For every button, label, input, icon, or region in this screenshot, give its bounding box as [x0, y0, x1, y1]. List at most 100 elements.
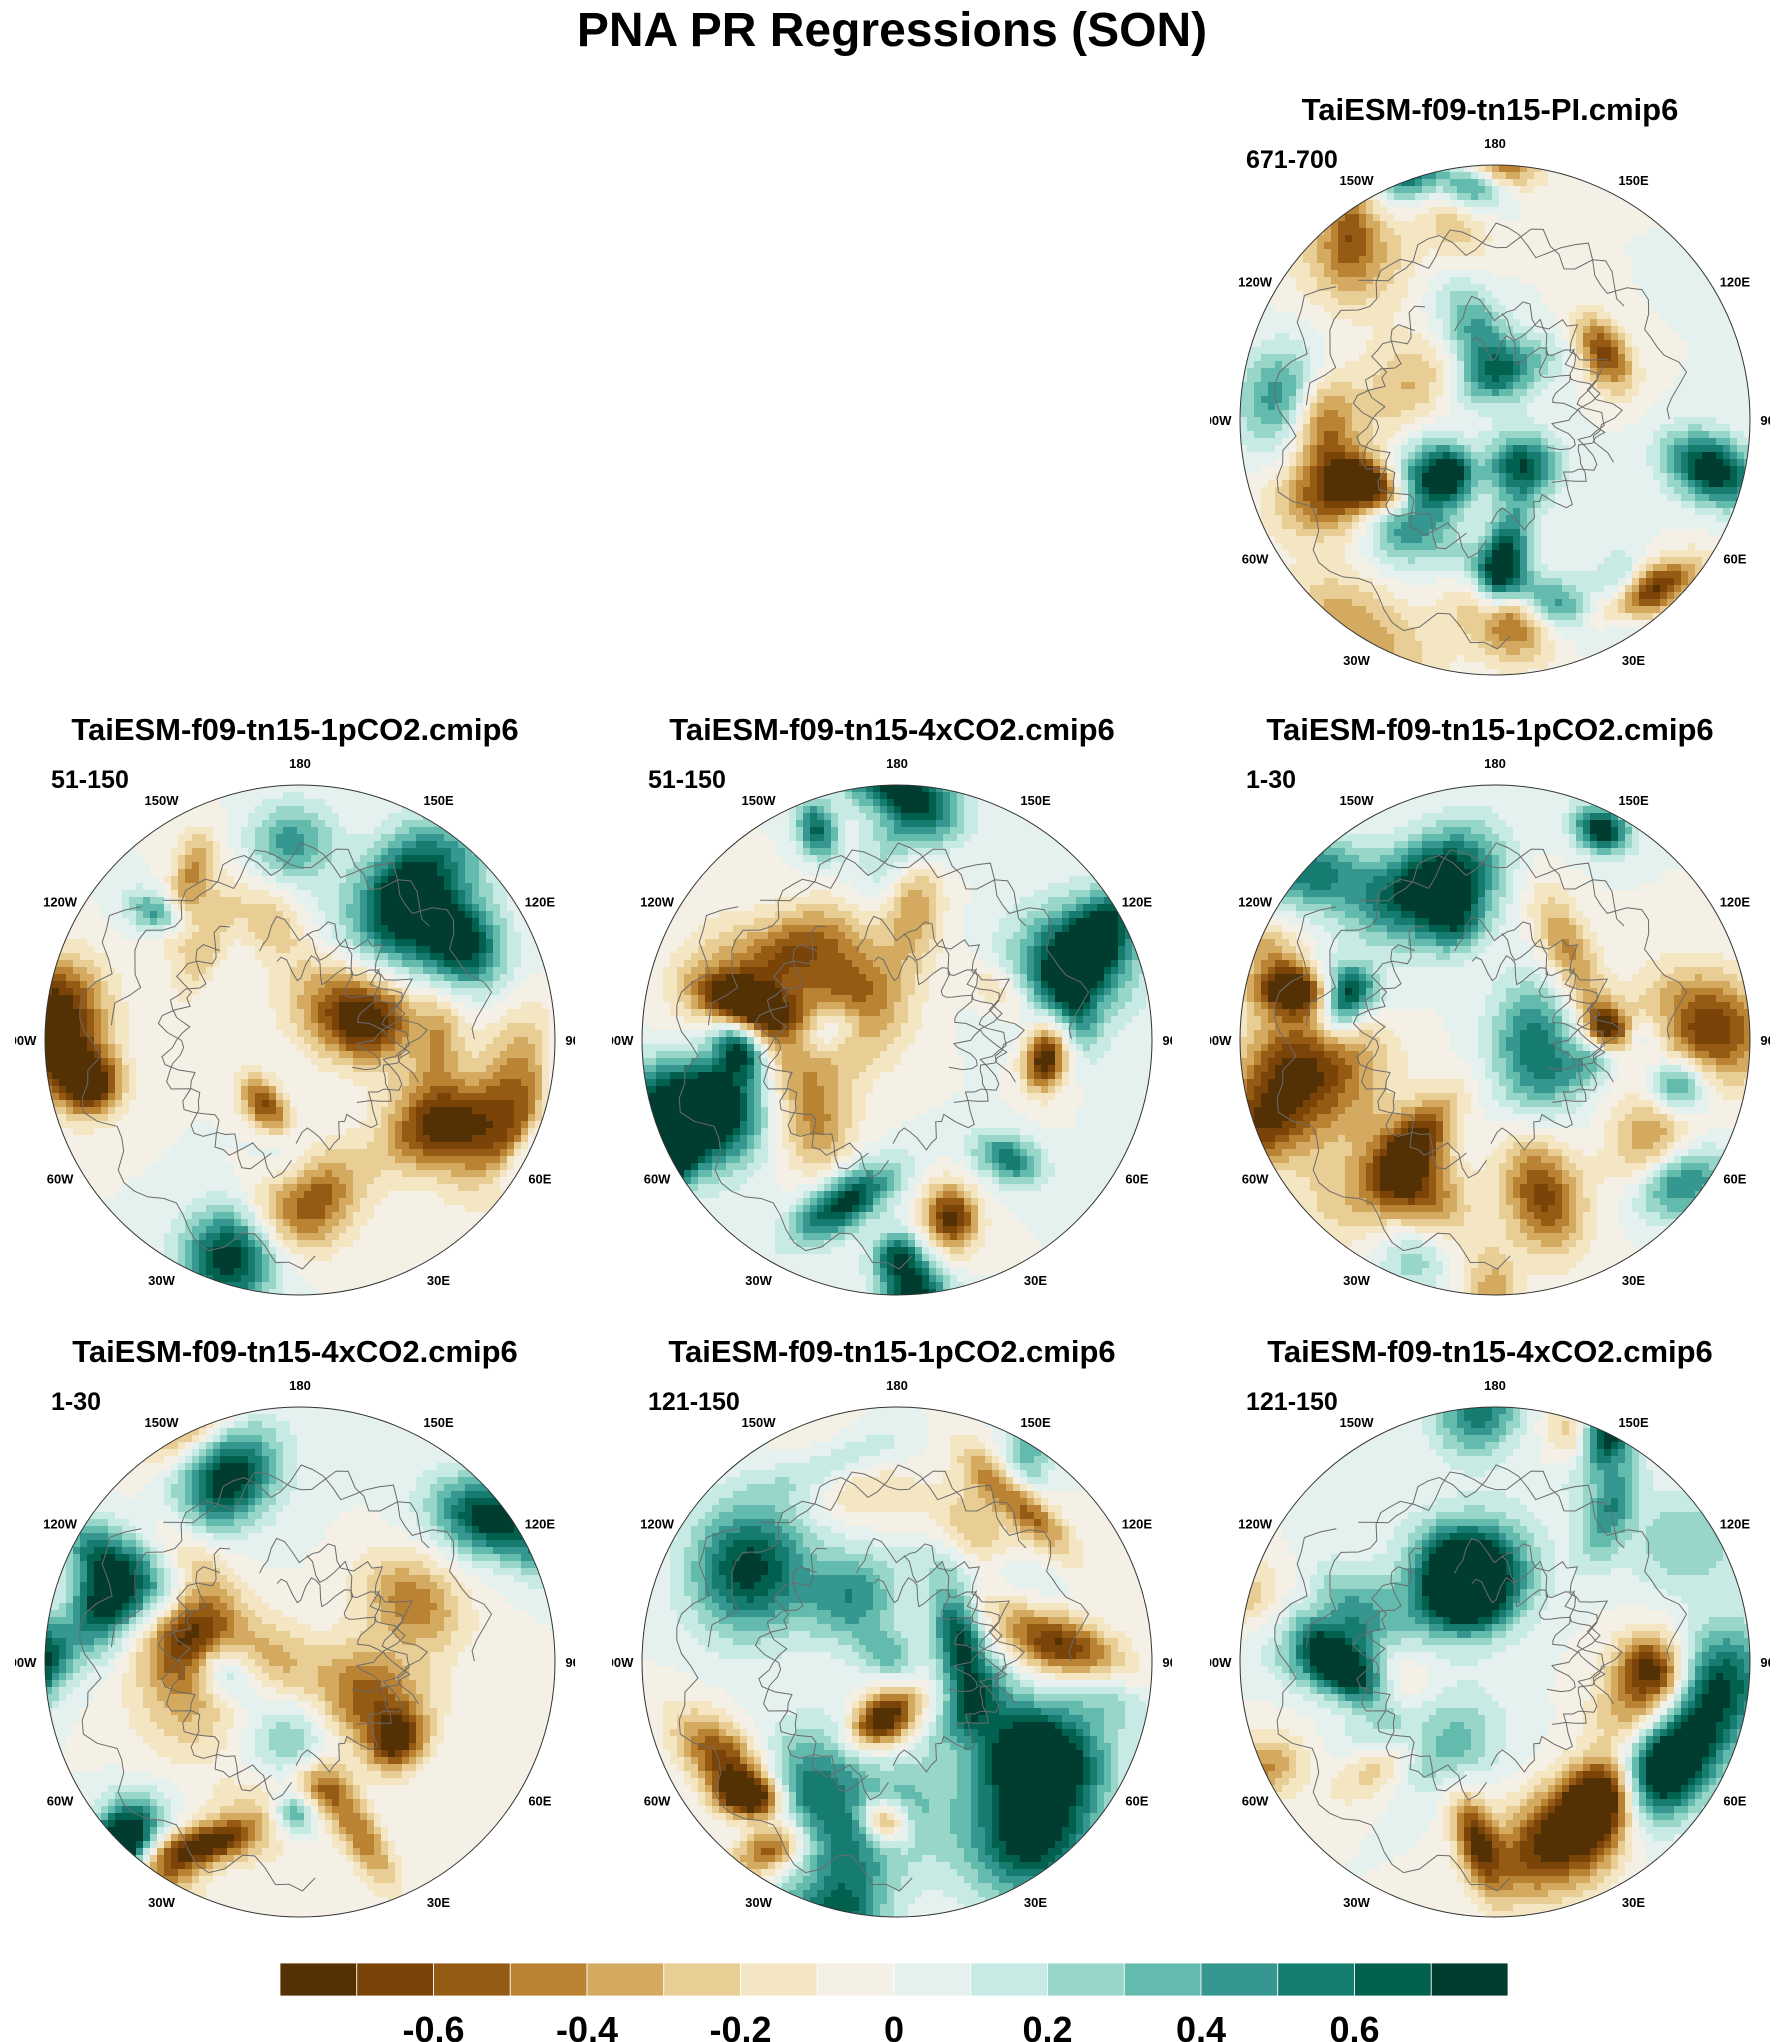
lon-label: 30E [1622, 1895, 1645, 1910]
lon-label: 90E [1162, 1655, 1172, 1670]
panel-title: TaiESM-f09-tn15-1pCO2.cmip6 [15, 710, 575, 750]
lon-label: 150W [145, 1415, 180, 1430]
lon-label: 30W [745, 1895, 772, 1910]
map-outline [1239, 164, 1751, 676]
lon-label: 120W [1238, 895, 1273, 910]
lon-label: 90W [15, 1033, 37, 1048]
lon-label: 120E [1122, 895, 1153, 910]
lon-label: 180 [289, 756, 311, 771]
lon-label: 150E [1020, 1415, 1051, 1430]
regression-field [45, 1407, 555, 1917]
polar-map: 180150E120E90E60E30E030W60W90W120W150W [612, 756, 1172, 1296]
polar-map: 180150E120E90E60E30E030W60W90W120W150W [1210, 1378, 1770, 1918]
panel-1pco2-121-150: 180150E120E90E60E30E030W60W90W120W150W T… [612, 1332, 1172, 1932]
colorbar-swatch [433, 1962, 511, 1997]
regression-field [1240, 1407, 1750, 1917]
polar-map: 180150E120E90E60E30E030W60W90W120W150W [612, 1378, 1172, 1918]
coastlines [1274, 222, 1688, 650]
lon-label: 150E [1020, 793, 1051, 808]
panel-title: TaiESM-f09-tn15-4xCO2.cmip6 [15, 1332, 575, 1372]
map-outline [44, 1406, 556, 1918]
lon-label: 90E [565, 1033, 575, 1048]
lon-label: 180 [886, 756, 908, 771]
colorbar-tick-label: -0.6 [402, 2009, 464, 2042]
lon-label: 180 [1484, 136, 1506, 151]
period-label: 1-30 [51, 1388, 101, 1417]
map-outline [1239, 784, 1751, 1296]
lon-label: 150E [423, 793, 454, 808]
panel-1pco2-1-30: 180150E120E90E60E30E030W60W90W120W150W T… [1210, 710, 1770, 1310]
colorbar-tick-label: -0.4 [556, 2009, 618, 2042]
panel-title: TaiESM-f09-tn15-4xCO2.cmip6 [612, 710, 1172, 750]
lon-label: 90W [1210, 1655, 1232, 1670]
panel-4xco2-51-150: 180150E120E90E60E30E030W60W90W120W150W T… [612, 710, 1172, 1310]
panel-title: TaiESM-f09-tn15-4xCO2.cmip6 [1210, 1332, 1770, 1372]
colorbar-swatch [1277, 1962, 1355, 1997]
colorbar-swatch [970, 1962, 1048, 1997]
lon-label: 60W [644, 1794, 671, 1809]
lon-label: 30W [745, 1273, 772, 1288]
lon-label: 90W [612, 1655, 634, 1670]
colorbar-swatch [1354, 1962, 1432, 1997]
lon-label: 60E [1723, 1172, 1746, 1187]
period-label: 1-30 [1246, 766, 1296, 795]
lon-label: 120E [525, 895, 556, 910]
lon-label: 60W [1242, 1794, 1269, 1809]
lon-label: 30W [1343, 653, 1370, 668]
lon-label: 150E [1618, 793, 1649, 808]
lon-label: 90W [1210, 1033, 1232, 1048]
lon-label: 30W [1343, 1895, 1370, 1910]
colorbar-swatch [816, 1962, 895, 1997]
lon-label: 120E [1720, 895, 1751, 910]
colorbar-swatch [586, 1962, 665, 1997]
lon-label: 90E [1162, 1033, 1172, 1048]
map-outline [641, 1406, 1153, 1918]
colorbar-swatch [279, 1962, 358, 1997]
lon-label: 30E [1024, 1895, 1047, 1910]
figure-title: PNA PR Regressions (SON) [0, 2, 1784, 60]
lon-label: 30E [1024, 1273, 1047, 1288]
period-label: 51-150 [648, 766, 726, 795]
colorbar-swatch [1430, 1962, 1509, 1997]
lon-label: 150W [1340, 173, 1375, 188]
panel-pi-671-700: 180150E120E90E60E30E030W60W90W120W150W T… [1210, 90, 1770, 690]
colorbar-tick-label: 0.6 [1329, 2009, 1379, 2042]
lon-label: 30W [148, 1273, 175, 1288]
lon-label: 120W [1238, 1517, 1273, 1532]
coastlines [79, 1464, 493, 1892]
lon-label: 60E [1125, 1794, 1148, 1809]
lon-label: 180 [886, 1378, 908, 1393]
panel-title: TaiESM-f09-tn15-1pCO2.cmip6 [1210, 710, 1770, 750]
lon-label: 180 [1484, 1378, 1506, 1393]
lon-label: 60E [1723, 1794, 1746, 1809]
panel-4xco2-1-30: 180150E120E90E60E30E030W60W90W120W150W T… [15, 1332, 575, 1932]
map-outline [44, 784, 556, 1296]
lon-label: 30W [148, 1895, 175, 1910]
lon-label: 30E [1622, 653, 1645, 668]
lon-label: 120W [640, 895, 675, 910]
regression-field [642, 785, 1152, 1295]
coastlines [1274, 1464, 1688, 1892]
colorbar-tick-label: 0.2 [1022, 2009, 1072, 2042]
regression-field [1240, 785, 1750, 1295]
polar-map: 180150E120E90E60E30E030W60W90W120W150W [1210, 136, 1770, 676]
lon-label: 150W [742, 793, 777, 808]
lon-label: 150W [1340, 793, 1375, 808]
lon-label: 120W [1238, 275, 1273, 290]
colorbar-tick-label: 0.4 [1176, 2009, 1226, 2042]
lon-label: 60W [47, 1172, 74, 1187]
lon-label: 120E [1122, 1517, 1153, 1532]
colorbar-swatch [1200, 1962, 1279, 1997]
period-label: 121-150 [1246, 1388, 1338, 1417]
panel-4xco2-121-150: 180150E120E90E60E30E030W60W90W120W150W T… [1210, 1332, 1770, 1932]
colorbar-swatch [893, 1962, 972, 1997]
lon-label: 90W [612, 1033, 634, 1048]
colorbar-swatch [663, 1962, 741, 1997]
coastlines [676, 842, 1090, 1270]
panel-1pco2-51-150: 180150E120E90E60E30E030W60W90W120W150W T… [15, 710, 575, 1310]
lon-label: 90E [1760, 1033, 1770, 1048]
colorbar-tick-label: -0.2 [709, 2009, 771, 2042]
lon-label: 90E [565, 1655, 575, 1670]
lon-label: 180 [289, 1378, 311, 1393]
panel-title: TaiESM-f09-tn15-1pCO2.cmip6 [612, 1332, 1172, 1372]
